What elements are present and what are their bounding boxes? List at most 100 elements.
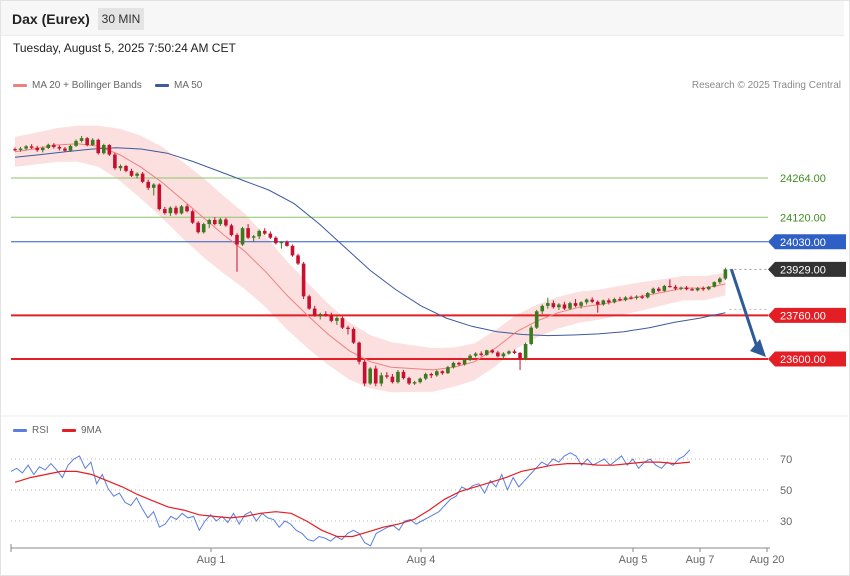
time-tick-label: Aug 4 — [407, 554, 436, 566]
timestamp: Tuesday, August 5, 2025 7:50:24 AM CET — [13, 41, 236, 55]
candle-body — [440, 371, 445, 374]
ma50-label: MA 50 — [174, 80, 203, 91]
candle-body — [385, 375, 389, 377]
candle-body — [357, 342, 361, 362]
candle-body — [46, 144, 51, 149]
candle-body — [579, 302, 583, 306]
candle-body — [590, 299, 594, 302]
rsi-label: RSI — [32, 425, 49, 436]
candle-body — [451, 362, 456, 368]
candle-body — [684, 287, 689, 290]
rsi-ma-label: 9MA — [81, 425, 102, 436]
candle-body — [201, 224, 206, 233]
candle-body — [534, 311, 539, 328]
rsi-tick-label: 50 — [780, 485, 792, 497]
timeframe-button[interactable]: 30 MIN — [98, 8, 144, 30]
candle-body — [446, 367, 450, 374]
candle-body — [229, 225, 234, 235]
candle-body — [695, 288, 700, 291]
candle-body — [457, 362, 461, 365]
candle-body — [118, 166, 123, 169]
candle-body — [18, 148, 23, 150]
level-value-label: 24264.00 — [780, 173, 826, 185]
candle-body — [190, 211, 195, 223]
candle-body — [312, 308, 317, 316]
candle-body — [74, 140, 78, 146]
copyright-notice: Research © 2025 Trading Central — [691, 80, 841, 91]
candle-body — [246, 228, 250, 238]
forecast-arrow-shaft — [729, 268, 759, 348]
candle-body — [318, 314, 323, 316]
candle-body — [607, 300, 611, 303]
rsi-ma-swatch — [62, 429, 76, 432]
candle-body — [135, 173, 139, 176]
level-label-pivot: 24030.00 — [768, 234, 846, 250]
level-label-support: 23760.00 — [768, 307, 846, 323]
candle-body — [540, 305, 545, 312]
candle-body — [418, 378, 422, 383]
candle-body — [518, 353, 522, 359]
candle-body — [251, 236, 256, 238]
candle-body — [407, 378, 411, 384]
candle-body — [629, 297, 633, 299]
candle-body — [68, 145, 73, 151]
candle-body — [645, 293, 650, 298]
legend-ma20: MA 20 + Bollinger Bands — [13, 80, 142, 91]
candle-body — [546, 303, 550, 306]
candle-body — [151, 184, 156, 188]
candle-body — [124, 166, 128, 171]
candle-body — [346, 327, 350, 330]
candle-body — [13, 149, 17, 151]
candle-body — [662, 285, 667, 291]
legend-rsi: RSI — [13, 425, 49, 436]
candle-body — [468, 355, 472, 360]
candle-body — [174, 207, 178, 214]
candle-body — [129, 170, 134, 176]
forecast-arrow-head — [750, 339, 766, 357]
rsi-tick-label: 30 — [780, 516, 792, 528]
candle-body — [307, 296, 311, 309]
candle-body — [379, 375, 384, 384]
candle-body — [296, 255, 300, 264]
candle-body — [235, 234, 239, 245]
level-tag-bg — [768, 307, 846, 323]
candle-body — [523, 344, 528, 359]
bollinger-band — [15, 125, 726, 393]
candle-body — [501, 353, 506, 357]
level-value-label: 23929.00 — [780, 264, 826, 276]
candle-body — [57, 146, 62, 149]
candle-body — [390, 376, 395, 383]
candle-body — [268, 233, 273, 238]
ma50-swatch — [155, 84, 169, 87]
level-value-label: 23600.00 — [780, 354, 826, 366]
candle-body — [573, 303, 578, 306]
candle-body — [668, 285, 672, 288]
candle-body — [290, 245, 295, 256]
time-tick-label: Aug 20 — [750, 554, 785, 566]
candle-body — [185, 206, 189, 212]
candle-body — [113, 154, 117, 169]
candle-body — [706, 286, 711, 290]
candle-body — [207, 219, 212, 225]
candle-body — [168, 207, 173, 214]
candle-body — [584, 299, 589, 303]
candle-body — [40, 148, 45, 151]
candle-body — [529, 327, 533, 345]
candle-body — [329, 315, 334, 321]
candle-body — [301, 263, 306, 297]
ma20-label: MA 20 + Bollinger Bands — [32, 80, 142, 91]
candle-body — [718, 278, 722, 283]
candle-body — [362, 361, 367, 384]
candle-body — [551, 303, 556, 308]
candle-body — [279, 241, 284, 244]
level-tag-bg — [768, 261, 846, 277]
candle-body — [712, 282, 717, 287]
level-label-support: 23600.00 — [768, 351, 846, 367]
candle-body — [257, 230, 261, 237]
candle-body — [557, 304, 561, 308]
candle-body — [224, 219, 228, 226]
time-tick-label: Aug 1 — [197, 554, 226, 566]
candle-body — [35, 147, 39, 151]
level-tag-bg — [768, 351, 846, 367]
candle-body — [63, 148, 67, 151]
